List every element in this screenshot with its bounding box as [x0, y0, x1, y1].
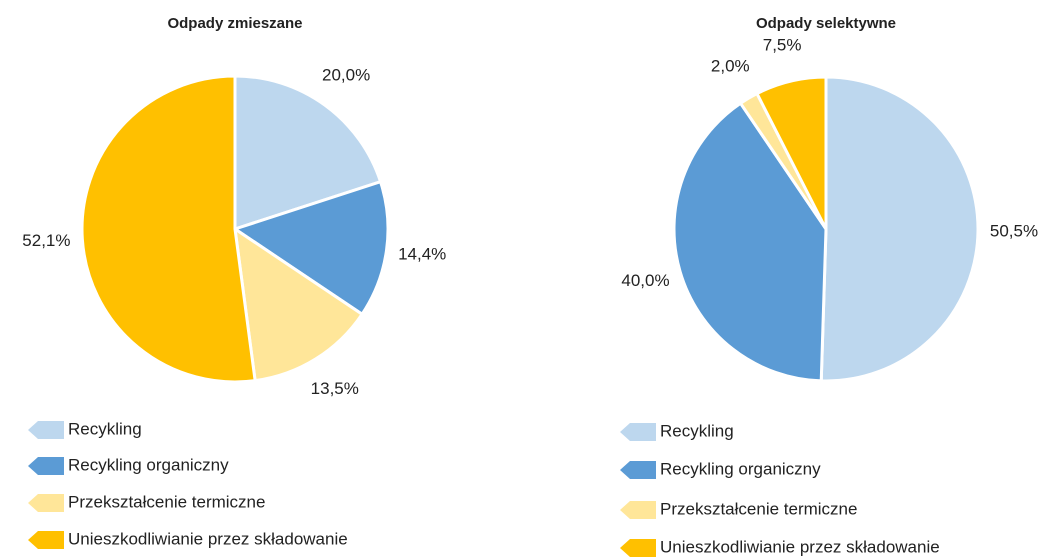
pie-slice: [233, 74, 383, 232]
pie-slice: [672, 101, 828, 383]
legend-marker: [28, 531, 64, 549]
pie-slice: [231, 179, 390, 317]
legend-marker: [28, 421, 64, 439]
data-label: 52,1%: [22, 231, 70, 250]
pie-slice: [80, 74, 257, 384]
data-label: 13,5%: [311, 379, 359, 398]
pie-slice: [233, 225, 365, 383]
legend-marker: [620, 539, 656, 557]
legend-label: Unieszkodliwianie przez składowanie: [68, 529, 348, 548]
chart-title: Odpady zmieszane: [167, 15, 302, 32]
legend-label: Przekształcenie termiczne: [660, 499, 857, 518]
data-label: 50,5%: [990, 221, 1038, 240]
legend-marker: [28, 494, 64, 512]
data-label: 7,5%: [763, 36, 802, 55]
legend-marker: [28, 457, 64, 475]
legend-label: Recykling organiczny: [660, 459, 821, 478]
chart-title: Odpady selektywne: [756, 15, 896, 32]
legend-label: Recykling: [660, 421, 734, 440]
legend-marker: [620, 461, 656, 479]
legend-marker: [620, 501, 656, 519]
legend-marker: [620, 423, 656, 441]
data-label: 40,0%: [621, 271, 669, 290]
legend-label: Recykling organiczny: [68, 455, 229, 474]
legend-label: Unieszkodliwianie przez składowanie: [660, 537, 940, 556]
pie-slice: [819, 75, 980, 383]
legend-label: Recykling: [68, 419, 142, 438]
pie-slice: [754, 75, 828, 230]
data-label: 20,0%: [322, 66, 370, 85]
data-label: 2,0%: [711, 57, 750, 76]
data-label: 14,4%: [398, 245, 446, 264]
legend-label: Przekształcenie termiczne: [68, 492, 265, 511]
